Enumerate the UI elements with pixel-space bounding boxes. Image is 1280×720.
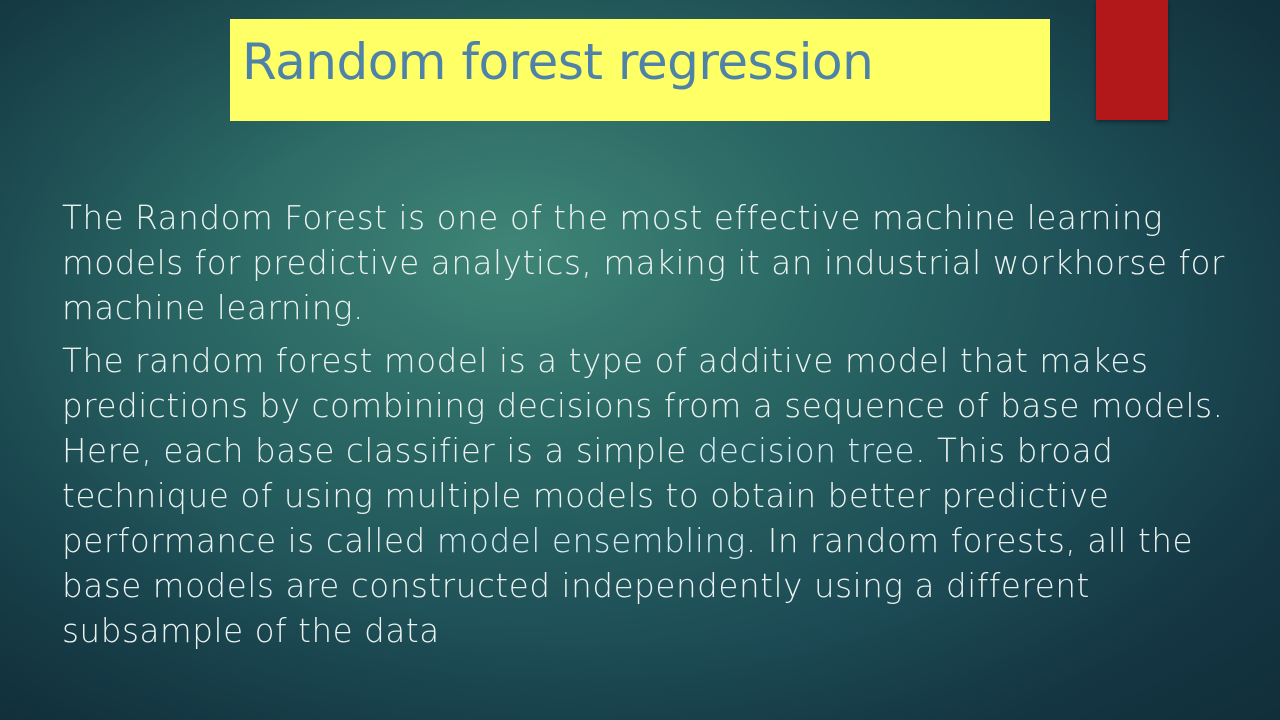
paragraph-2-part-2: . This broad technique of using multiple… <box>62 432 1114 560</box>
paragraph-2-part-1: The random forest model is a type of add… <box>62 342 1224 470</box>
slide-title: Random forest regression <box>242 33 874 91</box>
accent-bar <box>1096 0 1168 120</box>
paragraph-2-part-3: . In random forests, all the base models… <box>62 522 1194 650</box>
slide-body: The Random Forest is one of the most eff… <box>62 196 1232 654</box>
paragraph-2: The random forest model is a type of add… <box>62 339 1232 654</box>
term-model-ensembling: model ensembling <box>436 522 746 560</box>
term-decision-tree: decision tree <box>697 432 916 470</box>
title-box: Random forest regression <box>230 19 1050 121</box>
paragraph-1: The Random Forest is one of the most eff… <box>62 199 1225 327</box>
